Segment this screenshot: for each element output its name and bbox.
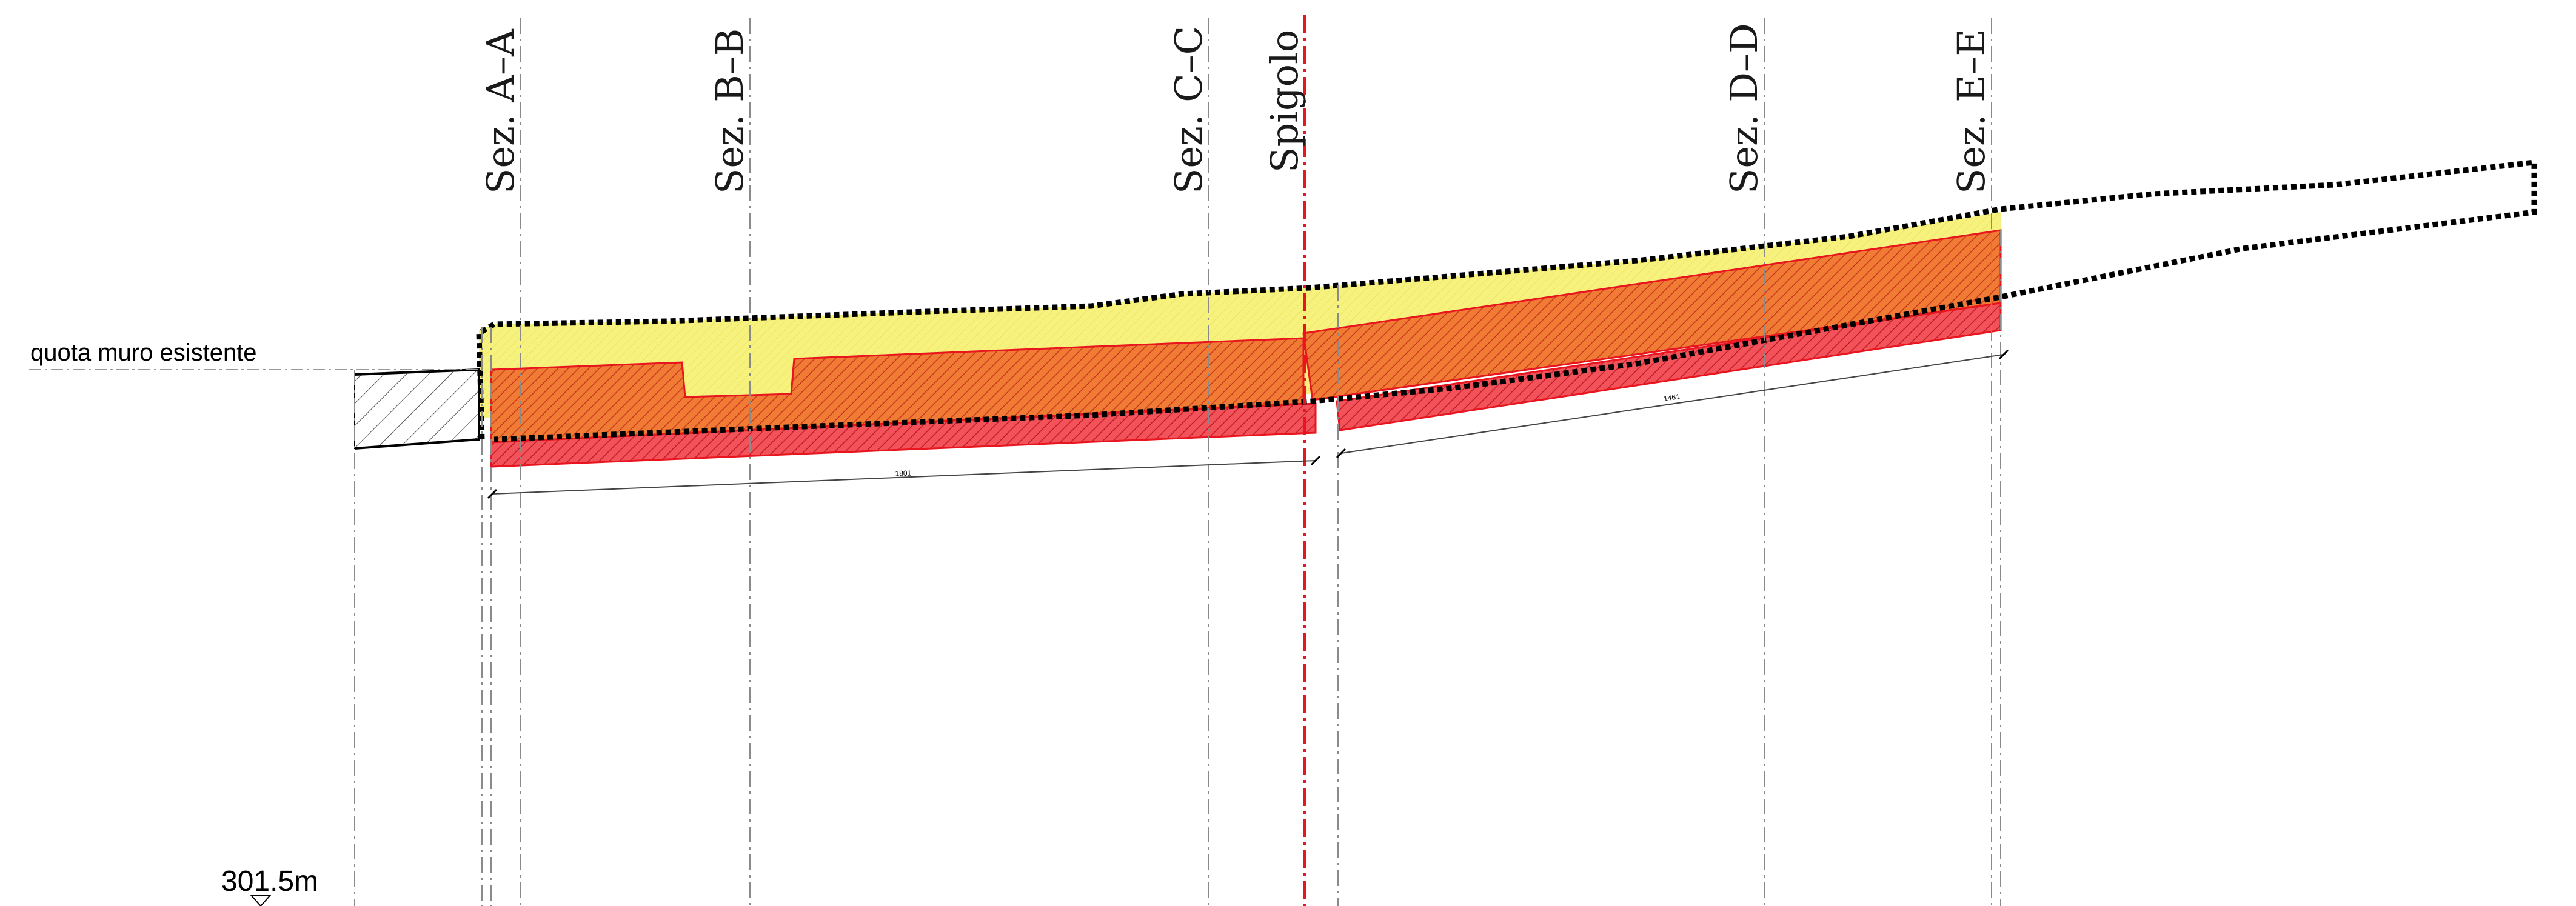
dimension-left-tick-end bbox=[1310, 455, 1321, 466]
section-label-b: Sez. B–B bbox=[708, 28, 752, 194]
existing-wall bbox=[354, 368, 480, 450]
dimension-right-tick-start bbox=[1336, 448, 1347, 459]
dimension-right-tick-end bbox=[1998, 349, 2009, 360]
section-label-a: Sez. A–A bbox=[478, 28, 523, 194]
elevation-marker-icon bbox=[250, 895, 272, 906]
elevation-label: 301.5m bbox=[221, 865, 318, 898]
dimension-left-tick-start bbox=[487, 488, 498, 499]
dimension-right-value: 1461 bbox=[1663, 392, 1681, 403]
existing-wall-edge bbox=[354, 368, 480, 450]
guide-lines bbox=[354, 18, 2001, 906]
section-label-c: Sez. C–C bbox=[1166, 26, 1211, 194]
dimension-left-value: 1801 bbox=[895, 468, 912, 478]
wall-level-label: quota muro esistente bbox=[30, 339, 257, 366]
dimension-right-line bbox=[1340, 354, 2004, 454]
dimension-right: 1461 bbox=[1336, 349, 2009, 459]
section-label-d: Sez. D–D bbox=[1722, 23, 1766, 194]
spigolo-label: Spigolo bbox=[1262, 30, 1306, 173]
dimension-left: 1801 bbox=[487, 455, 1321, 499]
section-label-e: Sez. E–E bbox=[1949, 28, 1993, 194]
terrain-profile-line bbox=[476, 159, 2537, 442]
dimension-left-line bbox=[492, 460, 1316, 495]
